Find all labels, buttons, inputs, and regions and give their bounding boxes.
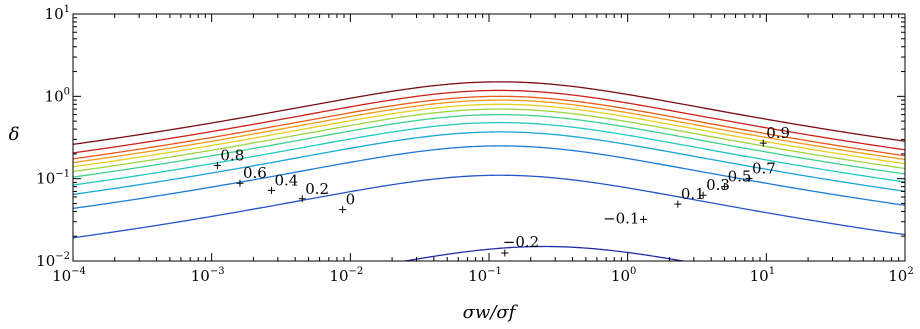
curve-marker-9 <box>745 175 753 183</box>
curve-marker-2 <box>339 206 347 214</box>
curve-marker-6 <box>267 186 275 194</box>
curve-6 <box>73 108 905 173</box>
curve-marker-7 <box>721 183 729 191</box>
curve-8 <box>73 99 905 164</box>
x-tick-label-0: 10−4 <box>52 266 86 285</box>
curve-0 <box>401 245 687 261</box>
curve-marker-1 <box>639 215 647 223</box>
x-axis-label: σw/σf <box>463 302 519 323</box>
y-axis-label: δ <box>9 124 20 145</box>
curve-marker-3 <box>674 200 682 208</box>
y-tick-label-3: 101 <box>45 4 70 23</box>
curve-label-6: 0.4 <box>274 171 298 189</box>
curve-label-4: 0.2 <box>305 180 329 198</box>
curve-1 <box>73 174 905 239</box>
curve-11 <box>73 81 905 145</box>
x-tick-label-6: 102 <box>888 266 913 285</box>
curve-7 <box>73 103 905 168</box>
curve-label-1: −0.1 <box>603 209 639 227</box>
curve-label-3: 0.1 <box>681 185 705 203</box>
curve-label-7: 0.5 <box>728 168 752 186</box>
curve-marker-5 <box>699 191 707 199</box>
y-tick-label-0: 10−2 <box>36 251 70 270</box>
curve-label-10: 0.8 <box>220 146 244 164</box>
curve-3 <box>73 131 905 196</box>
curve-label-group: −0.2 −0.1 0 0.1 0.2 0.3 0.4 0.5 0.6 0.7 0.8 0.9 <box>213 124 790 257</box>
curve-label-5: 0.3 <box>706 176 730 194</box>
curve-label-9: 0.7 <box>752 160 776 178</box>
y-tick-label-2: 100 <box>45 86 70 105</box>
curve-label-2: 0 <box>346 191 356 209</box>
curve-label-0: −0.2 <box>503 233 539 251</box>
x-tick-label-5: 101 <box>750 266 775 285</box>
curve-4 <box>73 121 905 186</box>
curve-9 <box>73 95 905 160</box>
curve-marker-4 <box>298 195 306 203</box>
curve-group <box>73 81 905 261</box>
x-tick-label-4: 100 <box>611 266 636 285</box>
curve-marker-11 <box>759 139 767 147</box>
x-tick-label-1: 10−3 <box>191 266 225 285</box>
y-tick-label-1: 10−1 <box>36 169 70 188</box>
curve-5 <box>73 113 905 178</box>
curve-marker-8 <box>236 179 244 187</box>
x-tick-label-3: 10−1 <box>468 266 502 285</box>
curve-marker-0 <box>501 249 509 257</box>
curve-label-8: 0.6 <box>243 164 267 182</box>
curve-2 <box>73 145 905 210</box>
x-tick-label-2: 10−2 <box>329 266 363 285</box>
tick-group: 10−4 10−3 10−2 10−1 100 101 102 10−2 10−1 100 101 <box>36 4 914 285</box>
curve-marker-10 <box>213 161 221 169</box>
curve-10 <box>73 89 905 154</box>
curve-label-11: 0.9 <box>766 124 790 142</box>
